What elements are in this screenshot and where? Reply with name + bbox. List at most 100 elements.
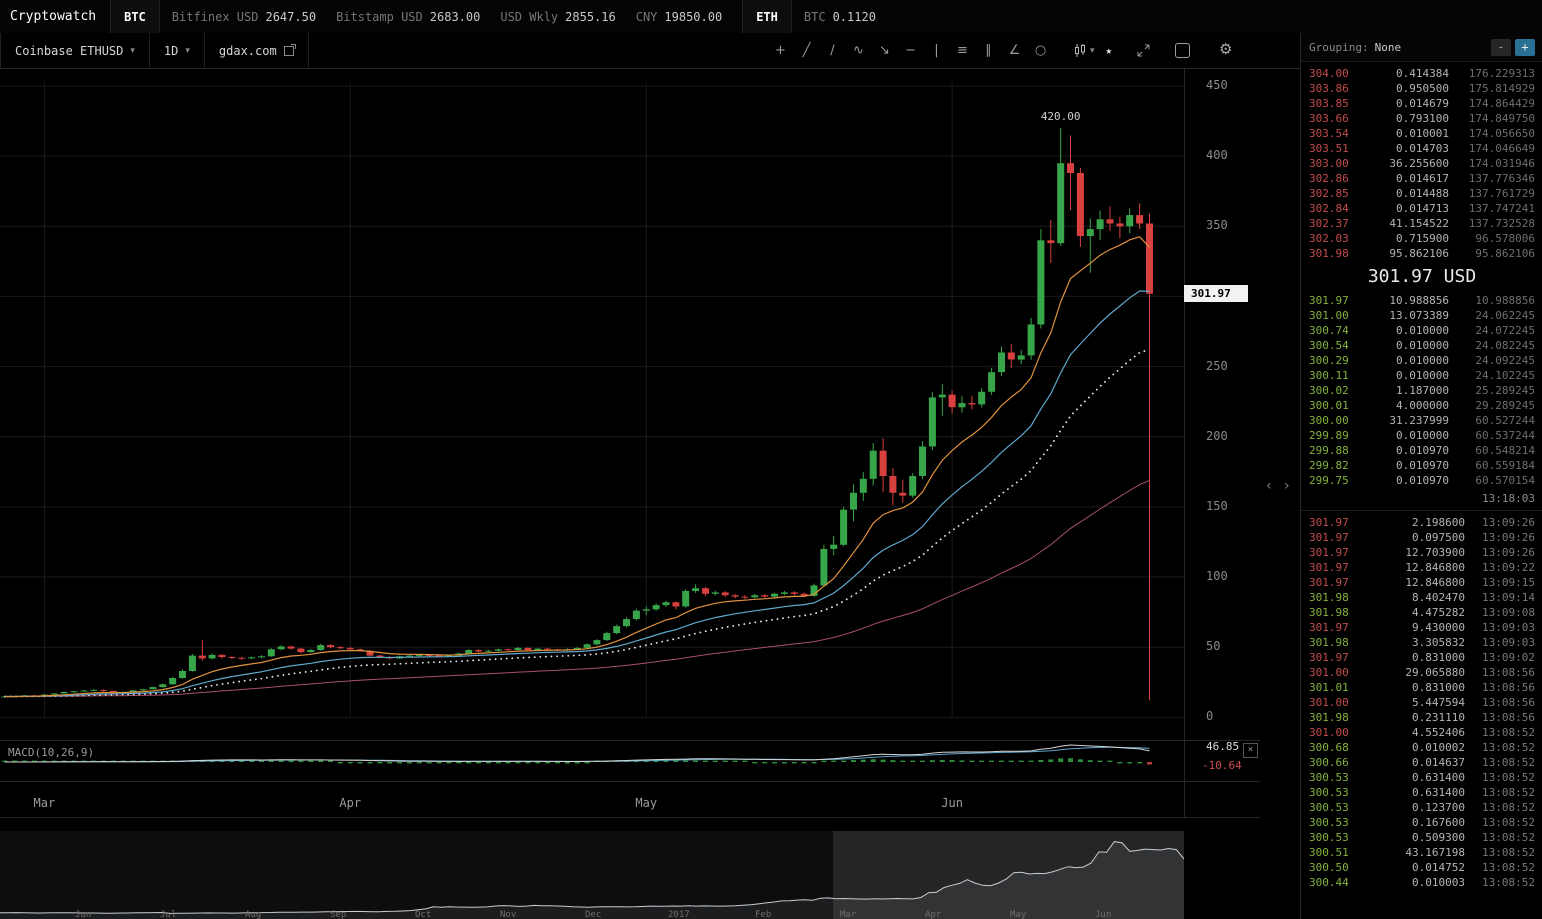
ask-row: 302.37 41.154522 137.732528	[1301, 216, 1542, 231]
ask-amount: 0.014713	[1396, 202, 1449, 215]
interval-select-dropdown[interactable]: 1D ▾	[150, 33, 205, 68]
trade-amount: 0.167600	[1412, 816, 1465, 829]
collapse-left-icon[interactable]: ‹	[1266, 478, 1272, 494]
ask-amount: 0.793100	[1396, 112, 1449, 125]
bid-price: 300.01	[1309, 399, 1349, 412]
book-timestamp: 13:18:03	[1301, 488, 1542, 511]
bid-row: 299.82 0.010970 60.559184	[1301, 458, 1542, 473]
fullscreen-icon[interactable]	[1137, 44, 1150, 57]
trade-amount: 0.631400	[1412, 771, 1465, 784]
bid-price: 301.97	[1309, 294, 1349, 307]
ask-total: 176.229313	[1468, 67, 1535, 80]
trade-amount: 0.123700	[1412, 801, 1465, 814]
ask-total: 174.056650	[1468, 127, 1535, 140]
exchange-link[interactable]: gdax.com	[205, 33, 309, 68]
price-axis-tick: 50	[1206, 639, 1221, 654]
bid-total: 60.537244	[1475, 429, 1535, 442]
market-ticker[interactable]: BTC 0.1120	[804, 10, 876, 24]
ask-total: 175.814929	[1468, 82, 1535, 95]
price-chart-canvas[interactable]: 420.00	[0, 68, 1184, 817]
settings-gear-icon[interactable]: ⚙	[1219, 40, 1233, 58]
trade-row: 300.53 0.509300 13:08:52	[1301, 830, 1542, 845]
drawing-tools: + ╱ ∕ ∿ ↘ − | ≡ ∥ ∠ ○ ▾ ★	[772, 33, 1191, 68]
trade-amount: 9.430000	[1412, 621, 1465, 634]
angle-icon[interactable]: ∠	[1008, 43, 1021, 58]
trade-amount: 0.014752	[1412, 861, 1465, 874]
trade-row: 301.00 29.065880 13:08:56	[1301, 665, 1542, 680]
ask-amount: 0.010001	[1396, 127, 1449, 140]
macd-indicator-label[interactable]: MACD(10,26,9)	[8, 746, 95, 759]
macd-close-icon[interactable]: ×	[1243, 743, 1258, 758]
trade-row: 301.97 0.831000 13:09:02	[1301, 650, 1542, 665]
trade-amount: 0.831000	[1412, 681, 1465, 694]
trade-amount: 43.167198	[1405, 846, 1465, 859]
fib-retracement-icon[interactable]: ≡	[957, 43, 968, 58]
market-tab-eth[interactable]: ETH	[742, 0, 792, 33]
bid-price: 299.75	[1309, 474, 1349, 487]
market-tab-btc[interactable]: BTC	[110, 0, 160, 33]
bid-row: 300.54 0.010000 24.082245	[1301, 338, 1542, 353]
snapshot-icon[interactable]	[1175, 43, 1191, 58]
ticker-name: CNY	[635, 9, 658, 24]
trade-price: 300.44	[1309, 876, 1349, 889]
trade-row: 300.51 43.167198 13:08:52	[1301, 845, 1542, 860]
grouping-value[interactable]: None	[1374, 40, 1402, 54]
trade-amount: 5.447594	[1412, 696, 1465, 709]
trade-row: 301.98 8.402470 13:09:14	[1301, 590, 1542, 605]
market-ticker[interactable]: Bitfinex USD 2647.50	[172, 10, 316, 24]
market-select-dropdown[interactable]: Coinbase ETHUSD ▾	[0, 33, 150, 68]
circle-icon[interactable]: ○	[1034, 43, 1047, 58]
trade-time: 13:09:26	[1482, 531, 1535, 544]
cryptowatch-logo[interactable]: Cryptowatch	[10, 9, 97, 24]
ask-amount: 0.715900	[1396, 232, 1449, 245]
trade-time: 13:09:02	[1482, 651, 1535, 664]
bid-row: 301.97 10.988856 10.988856	[1301, 293, 1542, 308]
market-ticker[interactable]: USD Wkly 2855.16	[500, 10, 615, 24]
ask-amount: 0.950500	[1396, 82, 1449, 95]
trade-price: 300.53	[1309, 816, 1349, 829]
bid-total: 24.062245	[1475, 309, 1535, 322]
trade-price: 301.00	[1309, 726, 1349, 739]
ticker-name: Bitfinex USD	[171, 9, 259, 24]
trade-amount: 12.846800	[1405, 561, 1465, 574]
ask-total: 137.761729	[1468, 187, 1535, 200]
bid-row: 300.02 1.187000 25.289245	[1301, 383, 1542, 398]
ray-icon[interactable]: ∕	[830, 43, 835, 58]
bid-amount: 0.010000	[1396, 324, 1449, 337]
range-navigator[interactable]: Jun Jul Aug Sep Oct Nov Dec 2017 Feb Mar Apr May Jun	[0, 831, 1184, 919]
ticker-value: 2683.00	[429, 9, 481, 24]
bid-price: 300.54	[1309, 339, 1349, 352]
trade-time: 13:08:52	[1482, 816, 1535, 829]
trade-row: 301.98 0.231110 13:08:56	[1301, 710, 1542, 725]
ticker-value: 2855.16	[565, 9, 616, 24]
collapse-right-icon[interactable]: ›	[1284, 478, 1290, 494]
horizontal-line-icon[interactable]: −	[905, 43, 916, 58]
market-ticker[interactable]: CNY 19850.00	[636, 10, 722, 24]
bid-amount: 13.073389	[1389, 309, 1449, 322]
trade-amount: 4.475282	[1412, 606, 1465, 619]
mid-price: 301.97 USD	[1367, 266, 1477, 287]
ask-price: 302.86	[1309, 172, 1349, 185]
grouping-increase-button[interactable]: +	[1515, 38, 1535, 56]
trade-row: 301.01 0.831000 13:08:56	[1301, 680, 1542, 695]
price-axis-tick: 400	[1206, 148, 1228, 163]
ask-total: 174.849750	[1468, 112, 1535, 125]
trade-time: 13:09:15	[1482, 576, 1535, 589]
navigator-canvas[interactable]	[0, 831, 1184, 919]
trade-time: 13:08:52	[1482, 846, 1535, 859]
trade-amount: 0.010002	[1412, 741, 1465, 754]
trade-row: 301.00 4.552406 13:08:52	[1301, 725, 1542, 740]
parallel-channel-icon[interactable]: ∥	[985, 43, 992, 58]
favorite-star-icon[interactable]: ★	[1105, 44, 1113, 57]
grouping-decrease-button[interactable]: -	[1491, 38, 1511, 56]
arrow-icon[interactable]: ↘	[879, 43, 890, 58]
trend-line-icon[interactable]: ╱	[802, 43, 811, 58]
exchange-link-label: gdax.com	[218, 43, 277, 58]
vertical-line-icon[interactable]: |	[934, 43, 939, 58]
market-ticker[interactable]: Bitstamp USD 2683.00	[336, 10, 480, 24]
curve-icon[interactable]: ∿	[853, 43, 864, 58]
chart-type-dropdown[interactable]: ▾	[1074, 44, 1095, 57]
bid-amount: 0.010970	[1396, 444, 1449, 457]
trade-time: 13:08:52	[1482, 786, 1535, 799]
add-icon[interactable]: +	[775, 43, 786, 58]
